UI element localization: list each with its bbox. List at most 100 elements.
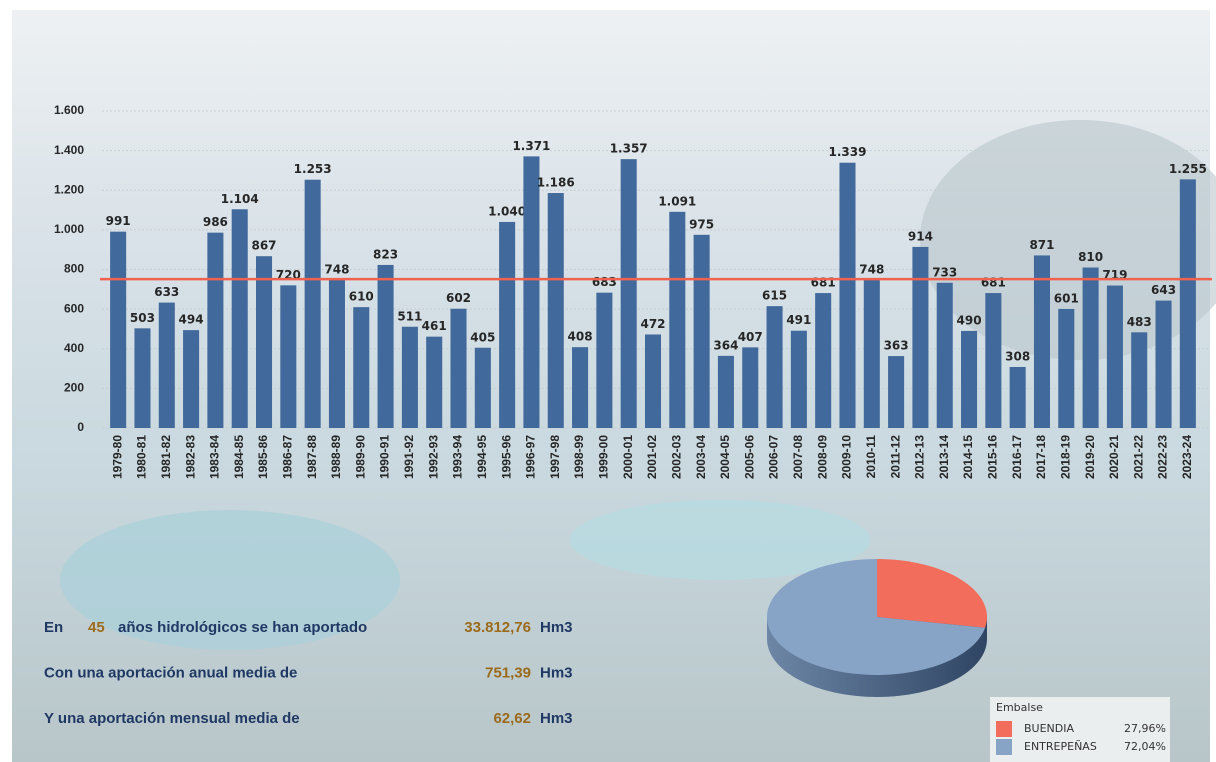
x-tick-label: 2000-01 <box>621 435 635 479</box>
y-tick-label: 200 <box>64 381 84 395</box>
value-label: 491 <box>786 313 811 327</box>
bar <box>402 327 418 428</box>
bar <box>937 283 953 428</box>
value-label: 643 <box>1151 283 1176 297</box>
x-tick-label: 1996-97 <box>524 435 538 479</box>
bar <box>1180 179 1196 428</box>
bar <box>548 193 564 428</box>
x-tick-label: 2019-20 <box>1083 435 1097 479</box>
summary-unit: Hm3 <box>540 664 573 681</box>
value-label: 308 <box>1005 349 1030 363</box>
y-tick-label: 0 <box>77 420 84 434</box>
value-label: 1.253 <box>294 162 332 176</box>
legend-label: BUENDIA <box>1024 722 1074 735</box>
value-label: 494 <box>179 313 204 327</box>
bar <box>207 233 223 428</box>
value-label: 483 <box>1127 315 1152 329</box>
x-tick-label: 2007-08 <box>791 435 805 479</box>
value-label: 986 <box>203 215 228 229</box>
legend-value: 72,04% <box>1124 740 1166 753</box>
value-label: 602 <box>446 291 471 305</box>
x-tick-label: 2015-16 <box>986 435 1000 479</box>
bar <box>912 247 928 428</box>
x-tick-label: 2012-13 <box>913 435 927 479</box>
bar <box>621 159 637 428</box>
x-tick-label: 2020-21 <box>1107 435 1121 479</box>
value-label: 511 <box>397 309 422 323</box>
x-tick-label: 2021-22 <box>1131 435 1145 479</box>
bar <box>450 309 466 428</box>
bar <box>791 331 807 428</box>
value-label: 1.371 <box>512 139 550 153</box>
bar <box>159 303 175 428</box>
x-tick-label: 1992-93 <box>426 435 440 479</box>
bar <box>256 256 272 428</box>
bar <box>767 306 783 428</box>
y-tick-label: 1.600 <box>54 103 84 117</box>
y-tick-label: 1.200 <box>54 182 84 196</box>
bar <box>426 337 442 428</box>
y-tick-label: 400 <box>64 341 84 355</box>
x-tick-label: 2006-07 <box>767 435 781 479</box>
value-label: 408 <box>568 330 593 344</box>
value-label: 364 <box>713 338 738 352</box>
bar <box>183 330 199 428</box>
value-label: 1.255 <box>1169 162 1207 176</box>
x-tick-label: 2002-03 <box>669 435 683 479</box>
y-tick-label: 1.000 <box>54 222 84 236</box>
x-tick-label: 1983-84 <box>208 435 222 479</box>
bar <box>523 156 539 428</box>
bar <box>1156 301 1172 428</box>
bar <box>329 280 345 428</box>
summary-text: En <box>44 619 63 636</box>
value-label: 490 <box>957 313 982 327</box>
summary-count: 45 <box>88 619 105 636</box>
summary-value: 33.812,76 <box>464 619 531 636</box>
bar <box>572 347 588 428</box>
legend-swatch <box>996 739 1012 755</box>
x-tick-label: 1980-81 <box>135 435 149 479</box>
bar <box>669 212 685 428</box>
value-label: 733 <box>932 265 957 279</box>
x-tick-label: 1989-90 <box>353 435 367 479</box>
x-tick-label: 2014-15 <box>961 435 975 479</box>
x-tick-label: 2009-10 <box>840 435 854 479</box>
value-label: 914 <box>908 229 933 243</box>
value-label: 748 <box>859 262 884 276</box>
value-label: 748 <box>324 262 349 276</box>
bar <box>888 356 904 428</box>
value-label: 681 <box>811 276 836 290</box>
x-tick-label: 1995-96 <box>499 435 513 479</box>
bar <box>645 334 661 428</box>
value-label: 461 <box>422 319 447 333</box>
x-tick-label: 1994-95 <box>475 435 489 479</box>
bar <box>305 180 321 428</box>
bar <box>1058 309 1074 428</box>
summary-unit: Hm3 <box>540 619 573 636</box>
value-label: 871 <box>1029 238 1054 252</box>
bar <box>353 307 369 428</box>
bar <box>499 222 515 428</box>
bar <box>839 163 855 428</box>
value-label: 1.357 <box>610 142 648 156</box>
bar <box>110 232 126 428</box>
legend-label: ENTREPEÑAS <box>1024 740 1097 753</box>
bar <box>475 348 491 428</box>
dashboard: 02004006008001.0001.2001.4001.6009911979… <box>0 0 1216 762</box>
summary-text: años hidrológicos se han aportado <box>118 619 367 636</box>
bar <box>1083 268 1099 428</box>
x-tick-label: 1981-82 <box>159 435 173 479</box>
x-tick-label: 2013-14 <box>937 435 951 479</box>
legend-value: 27,96% <box>1124 722 1166 735</box>
summary-value: 751,39 <box>485 664 531 681</box>
value-label: 867 <box>251 239 276 253</box>
x-tick-label: 1997-98 <box>548 435 562 479</box>
x-tick-label: 2017-18 <box>1034 435 1048 479</box>
x-tick-label: 1999-00 <box>597 435 611 479</box>
value-label: 615 <box>762 289 787 303</box>
bar <box>134 328 150 428</box>
x-tick-label: 1979-80 <box>110 435 124 479</box>
bar <box>1034 255 1050 428</box>
x-tick-label: 2016-17 <box>1010 435 1024 479</box>
bar <box>742 347 758 428</box>
